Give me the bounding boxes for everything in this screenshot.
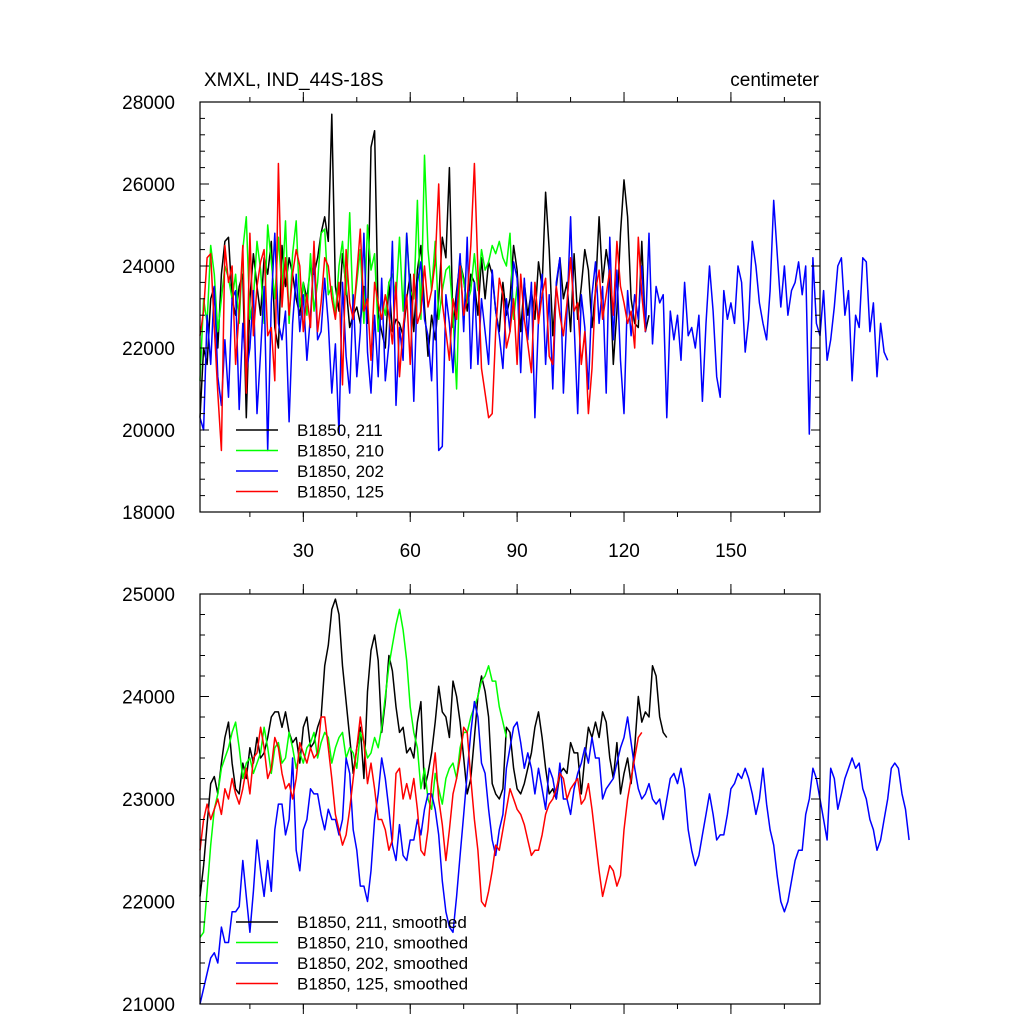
y-tick-label: 22000 [122, 339, 175, 360]
x-tick-label: 30 [293, 541, 314, 562]
y-tick-label: 21000 [122, 995, 175, 1016]
x-tick-label: 60 [400, 541, 421, 562]
series-line-1-0 [199, 598, 668, 897]
y-tick-label: 24000 [122, 688, 175, 709]
bottom-axis-ticks: 21000 22000 23000 24000 25000 [122, 584, 820, 1016]
top-series-group [199, 113, 889, 452]
y-tick-label: 23000 [122, 790, 175, 811]
y-tick-label: 26000 [122, 175, 175, 196]
legend-label: B1850, 211, smoothed [297, 913, 467, 932]
y-tick-label: 28000 [122, 93, 175, 114]
series-line-1-1 [199, 608, 508, 938]
series-line-0-0 [199, 113, 650, 419]
legend-label: B1850, 202, smoothed [297, 954, 468, 973]
bottom-panel: 21000 22000 23000 24000 25000 B1850, 211, sm… [122, 584, 910, 1016]
y-tick-label: 18000 [122, 503, 175, 524]
top-panel-title: XMXL, IND_44S-18S [204, 70, 384, 91]
legend-label: B1850, 125, smoothed [297, 975, 468, 994]
y-tick-label: 24000 [122, 257, 175, 278]
y-tick-label: 25000 [122, 585, 175, 606]
legend-label: B1850, 125 [297, 483, 384, 502]
legend-label: B1850, 202 [297, 462, 384, 481]
x-tick-label: 120 [608, 541, 640, 562]
bottom-legend: B1850, 211, smoothed B1850, 210, smoothed… [236, 913, 468, 994]
series-line-0-3 [199, 162, 647, 452]
series-line-1-2 [199, 700, 910, 1005]
bottom-series-group [199, 598, 910, 1005]
series-line-1-3 [199, 716, 643, 908]
top-axis-ticks: 18000 20000 22000 24000 26000 28000 30 60 90 120 1… [122, 92, 820, 562]
legend-label: B1850, 210, smoothed [297, 934, 468, 953]
top-panel-units: centimeter [730, 70, 819, 91]
x-tick-label: 150 [715, 541, 747, 562]
y-tick-label: 22000 [122, 893, 175, 914]
legend-label: B1850, 211 [297, 421, 383, 440]
top-panel: XMXL, IND_44S-18S centimeter 18000 20000 2… [122, 70, 889, 562]
legend-label: B1850, 210 [297, 442, 384, 461]
x-tick-label: 90 [507, 541, 528, 562]
y-tick-label: 20000 [122, 421, 175, 442]
top-plot-frame [199, 101, 821, 513]
